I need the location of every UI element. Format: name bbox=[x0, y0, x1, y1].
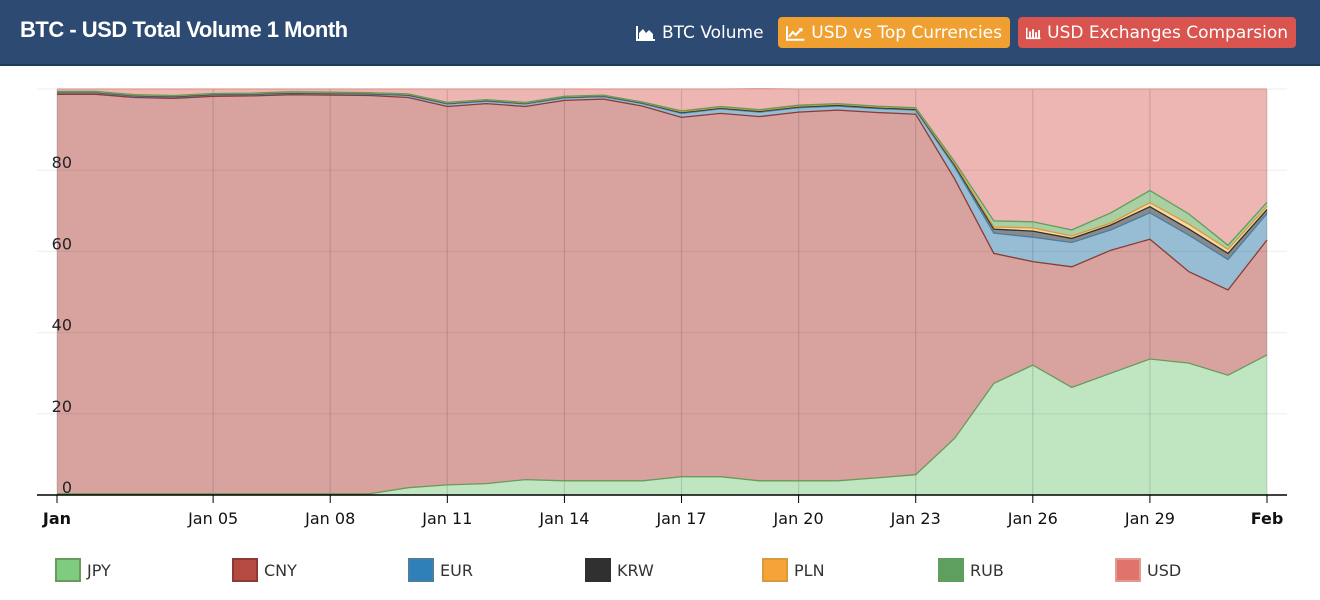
btc-volume-button[interactable]: BTC Volume bbox=[628, 17, 772, 48]
x-tick-label: Jan 08 bbox=[304, 509, 355, 528]
x-tick-label: Jan bbox=[42, 509, 71, 528]
legend-label: KRW bbox=[617, 560, 654, 580]
area-usd bbox=[57, 88, 1267, 246]
y-tick-label: 60 bbox=[52, 234, 72, 253]
legend-swatch bbox=[232, 558, 258, 582]
x-tick-label: Jan 29 bbox=[1124, 509, 1175, 528]
legend-label: CNY bbox=[264, 560, 297, 580]
legend-item-usd[interactable]: USD bbox=[1115, 558, 1181, 582]
legend-item-eur[interactable]: EUR bbox=[408, 558, 473, 582]
series-line-eur bbox=[57, 92, 1268, 261]
x-tick-label: Jan 05 bbox=[187, 509, 238, 528]
legend-swatch bbox=[762, 558, 788, 582]
legend-swatch bbox=[938, 558, 964, 582]
y-tick-label: 80 bbox=[52, 153, 72, 172]
legend-item-jpy[interactable]: JPY bbox=[55, 558, 111, 582]
series-line-rub bbox=[57, 90, 1268, 247]
x-tick-label: Jan 26 bbox=[1007, 509, 1058, 528]
x-tick-label: Jan 23 bbox=[890, 509, 941, 528]
legend-swatch bbox=[1115, 558, 1141, 582]
stacked-area-chart: Jan Jan 05 Jan 08 Jan 11 Jan 14 Jan 17 Jan 20 J… bbox=[37, 87, 1287, 528]
legend-label: EUR bbox=[440, 560, 473, 580]
line-chart-icon bbox=[786, 25, 805, 41]
legend-swatch bbox=[408, 558, 434, 582]
legend-label: PLN bbox=[794, 560, 825, 580]
area-cny bbox=[57, 94, 1267, 494]
legend-item-pln[interactable]: PLN bbox=[762, 558, 825, 582]
series-line-jpy bbox=[57, 354, 1268, 495]
area-chart-icon bbox=[636, 25, 655, 41]
x-tick-label: Feb bbox=[1251, 509, 1284, 528]
legend-label: RUB bbox=[970, 560, 1004, 580]
header-bar: BTC - USD Total Volume 1 Month BTC Volum… bbox=[0, 0, 1320, 66]
x-tick-label: Jan 17 bbox=[655, 509, 706, 528]
btc-volume-label: BTC Volume bbox=[662, 22, 764, 43]
bar-chart-icon bbox=[1026, 27, 1041, 39]
y-tick-label: 0 bbox=[62, 478, 72, 497]
usd-vs-top-currencies-label: USD vs Top Currencies bbox=[811, 22, 1002, 43]
legend-label: JPY bbox=[87, 560, 111, 580]
usd-vs-top-currencies-button[interactable]: USD vs Top Currencies bbox=[778, 17, 1010, 48]
chart-title: BTC - USD Total Volume 1 Month bbox=[20, 17, 348, 42]
y-tick-label: 20 bbox=[52, 397, 72, 416]
x-tick-label: Jan 11 bbox=[421, 509, 472, 528]
legend-item-krw[interactable]: KRW bbox=[585, 558, 654, 582]
legend-label: USD bbox=[1147, 560, 1182, 580]
legend-item-rub[interactable]: RUB bbox=[938, 558, 1004, 582]
legend-swatch bbox=[55, 558, 81, 582]
area-jpy bbox=[57, 354, 1267, 495]
usd-exchanges-comparison-button[interactable]: USD Exchanges Comparsion bbox=[1018, 17, 1296, 48]
series-line-cny bbox=[57, 93, 1268, 291]
legend-item-cny[interactable]: CNY bbox=[232, 558, 297, 582]
x-tick-label: Jan 14 bbox=[538, 509, 589, 528]
usd-exchanges-comparison-label: USD Exchanges Comparsion bbox=[1047, 22, 1288, 43]
x-tick-label: Jan 20 bbox=[773, 509, 824, 528]
legend-swatch bbox=[585, 558, 611, 582]
chart-legend: JPY CNY EUR KRW PLN RUB USD bbox=[0, 558, 1320, 588]
y-tick-label: 40 bbox=[52, 316, 72, 335]
